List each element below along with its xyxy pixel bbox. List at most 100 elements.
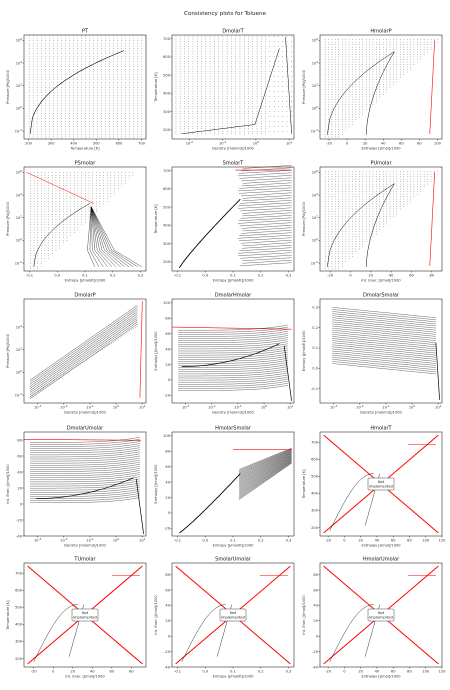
not-implemented-box xyxy=(219,608,247,622)
x-tick-label: 10-1 xyxy=(234,404,242,410)
x-tick-label: 10-1 xyxy=(86,537,94,543)
y-tick-label: -40 xyxy=(164,665,171,669)
isotherm xyxy=(30,497,140,503)
saturated-liquid-curve xyxy=(327,51,395,135)
isotherm xyxy=(332,336,436,347)
x-tick-label: -20 xyxy=(326,142,333,146)
saturation-curve xyxy=(33,604,78,662)
isotherm xyxy=(178,372,288,379)
saturated-vapor-curve xyxy=(366,183,395,267)
y-tick-label: 0 xyxy=(168,378,171,382)
not-implemented-text: implemented xyxy=(369,485,393,489)
isotherm xyxy=(30,470,140,476)
y-tick-label: 60 xyxy=(165,588,170,592)
x-tick-label: 0.2 xyxy=(258,670,264,674)
x-tick-label: 101 xyxy=(287,404,294,410)
isobar xyxy=(242,260,292,264)
isotherm xyxy=(30,437,140,443)
panel-title: DmolarP xyxy=(74,293,95,299)
y-tick-label: 102 xyxy=(312,82,319,88)
panel-hmolarumolar: HmolarUmolar -20 0 20 40 60 80 100 120 -40 -20 0 20 4… xyxy=(302,557,446,679)
y-axis-label: Temperature [K] xyxy=(154,204,158,235)
isotherm xyxy=(30,305,138,381)
y-tick-label: -0.1 xyxy=(311,387,318,391)
y-tick-label: -40 xyxy=(312,665,319,669)
y-tick-label: -20 xyxy=(16,518,23,522)
y-tick-label: 700 xyxy=(163,37,171,41)
x-axis-label: Enthalpy [J/mol]/1000 xyxy=(361,147,401,151)
isobar xyxy=(239,447,292,470)
isotherm xyxy=(178,345,288,352)
y-tick-label: 0 xyxy=(316,634,319,638)
y-tick-label: 60 xyxy=(17,454,22,458)
y-tick-label: 400 xyxy=(15,623,23,627)
isobar xyxy=(239,460,292,496)
isotherm xyxy=(29,321,138,397)
x-tick-label: 0.2 xyxy=(110,274,116,278)
x-tick-label: 20 xyxy=(369,274,374,278)
x-tick-label: 10-3 xyxy=(182,404,190,410)
y-tick-label: 104 xyxy=(16,60,23,66)
isobar xyxy=(240,215,292,219)
isobar xyxy=(237,250,292,254)
y-tick-label: 40 xyxy=(165,347,170,351)
x-tick-label: 0.0 xyxy=(54,274,60,278)
x-tick-label: 100 xyxy=(434,142,442,146)
x-tick-label: 10-2 xyxy=(186,140,194,146)
y-tick-label: 106 xyxy=(16,37,23,43)
panel-dmolarhmolar: DmolarHmolar 10-3 10-2 10-1 100 101 -20 0 20 40 60… xyxy=(154,293,295,415)
isotherm xyxy=(30,493,140,499)
x-tick-label: 101 xyxy=(435,404,442,410)
isotherm xyxy=(332,307,436,318)
isobar xyxy=(242,227,292,232)
isobar xyxy=(242,180,292,184)
panel-title: SmolarUmolar xyxy=(215,557,252,563)
isotherm xyxy=(30,478,140,485)
isotherm xyxy=(30,451,140,458)
isotherm xyxy=(30,317,138,393)
x-tick-label: 20 xyxy=(71,670,76,674)
isobar xyxy=(239,247,292,251)
isobar xyxy=(242,257,292,261)
x-tick-label: 101 xyxy=(286,140,293,146)
y-tick-label: 102 xyxy=(16,214,23,220)
isotherm xyxy=(332,315,436,327)
isotherm xyxy=(178,351,288,358)
y-tick-label: 20 xyxy=(165,496,170,500)
y-axis-label: Entropy [J/mol/K]/1000 xyxy=(302,330,306,372)
upper-density-boundary xyxy=(139,301,143,398)
isotherm xyxy=(30,447,140,453)
y-tick-label: 20 xyxy=(165,363,170,367)
y-tick-label: 0.2 xyxy=(312,326,318,330)
isobar xyxy=(239,457,292,490)
saturated-liquid-curve xyxy=(179,473,241,534)
isotherm xyxy=(29,311,138,387)
y-tick-label: 400 xyxy=(163,92,171,96)
y-tick-label: 104 xyxy=(16,192,23,198)
isotherm xyxy=(90,206,117,267)
x-tick-label: 0.1 xyxy=(230,539,236,543)
isotherm xyxy=(90,206,134,267)
x-tick-label: 40 xyxy=(375,670,380,674)
isobar xyxy=(239,450,292,474)
isotherm xyxy=(30,468,140,474)
isotherm xyxy=(178,385,288,391)
y-tick-label: -20 xyxy=(164,394,171,398)
isotherm xyxy=(178,368,288,375)
not-implemented-text: Not xyxy=(82,611,89,615)
isotherm xyxy=(332,346,436,358)
y-tick-label: 106 xyxy=(312,169,319,175)
isobar xyxy=(241,245,292,249)
isotherm xyxy=(332,338,436,350)
isotherm xyxy=(332,352,436,364)
isotherm xyxy=(332,363,436,375)
x-tick-label: 60 xyxy=(409,274,414,278)
y-tick-label: 106 xyxy=(16,169,23,175)
isotherm xyxy=(178,362,288,368)
isotherm xyxy=(90,206,142,267)
saturated-liquid-curve xyxy=(135,478,144,534)
isobar xyxy=(237,235,292,239)
isobar xyxy=(239,456,292,488)
y-tick-label: 60 xyxy=(165,465,170,469)
isotherm xyxy=(178,335,288,341)
